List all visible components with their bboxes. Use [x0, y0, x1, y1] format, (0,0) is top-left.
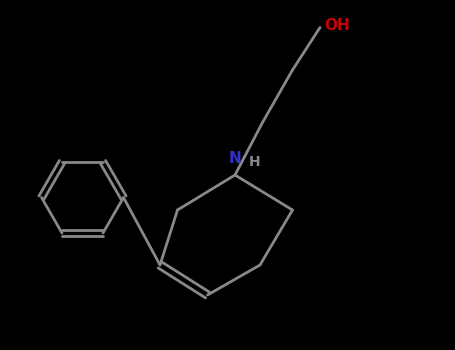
Text: N: N [228, 151, 241, 166]
Text: OH: OH [324, 18, 350, 33]
Text: H: H [249, 155, 261, 169]
